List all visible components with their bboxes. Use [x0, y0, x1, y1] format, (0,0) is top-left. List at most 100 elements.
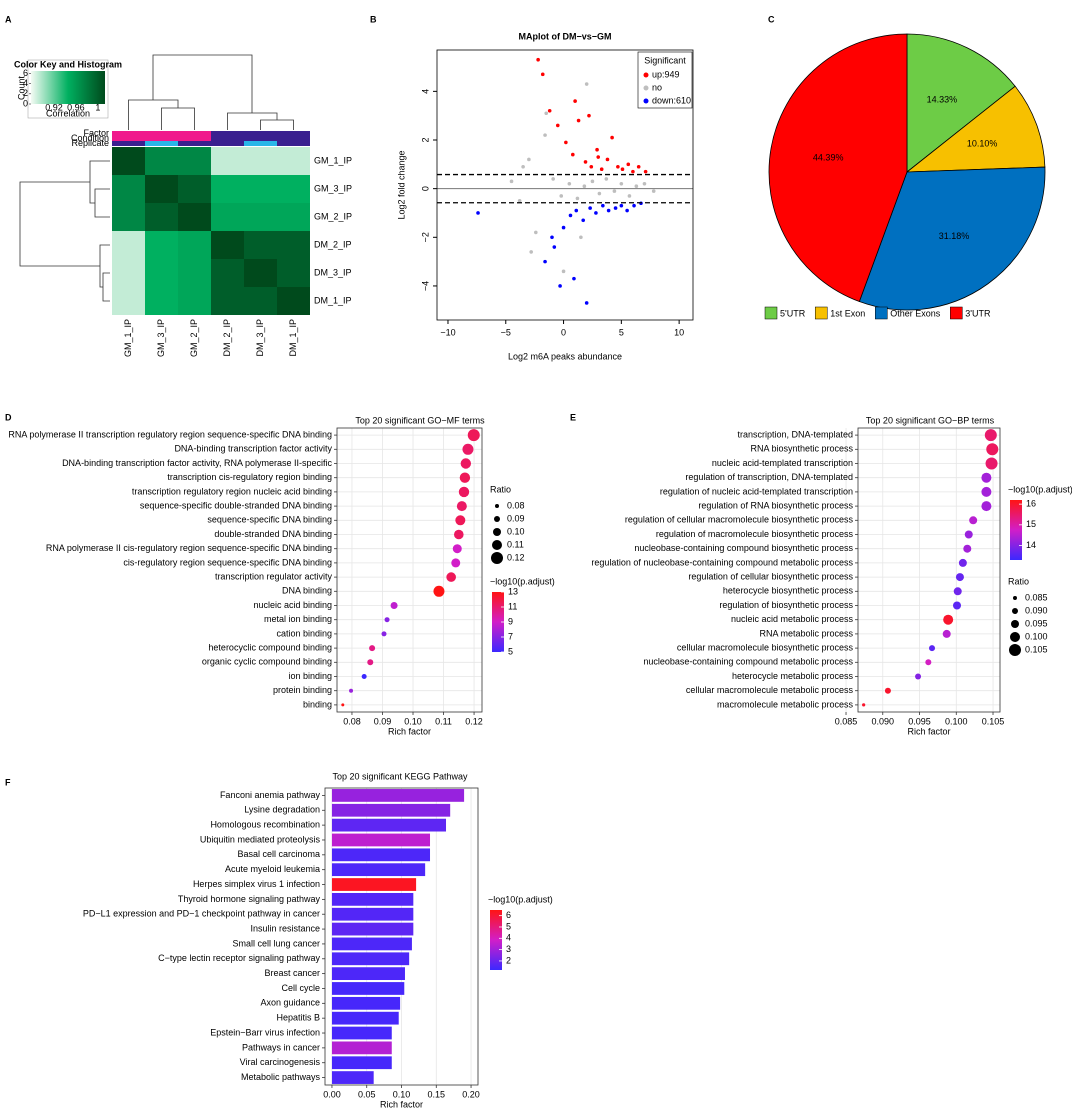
size-legend-dot: [493, 528, 501, 536]
dot: [964, 530, 973, 539]
category-label: Metabolic pathways: [241, 1072, 321, 1082]
point: [544, 111, 549, 116]
heatmap-cell: [145, 231, 178, 259]
sidebar-cell: [178, 131, 211, 136]
key-x-label: Correlation: [46, 108, 90, 118]
size-legend-label: 0.11: [507, 539, 524, 549]
legend-swatch: [643, 72, 649, 78]
point: [599, 167, 604, 171]
color-legend-label: 7: [508, 631, 513, 641]
key-x-tick-label: 1: [95, 102, 100, 112]
bar: [331, 1026, 392, 1040]
category-label: RNA polymerase II cis-regulatory region …: [46, 543, 332, 553]
category-label: Cell cycle: [281, 983, 320, 993]
key-gradient: [31, 71, 105, 104]
panel-letter: C: [768, 14, 775, 24]
point: [543, 133, 547, 137]
point: [627, 194, 632, 198]
key-frame: [27, 59, 109, 119]
legend-swatch: [950, 306, 963, 320]
heatmap-cell: [211, 203, 244, 231]
heatmap-cell: [277, 203, 310, 231]
chart-title: MAplot of DM−vs−GM: [518, 31, 611, 41]
dot: [925, 659, 932, 666]
size-legend-dot: [491, 552, 503, 564]
column-label: GM_3_IP: [156, 319, 166, 357]
category-label: regulation of RNA biosynthetic process: [698, 500, 853, 510]
bar: [331, 907, 414, 921]
category-label: nucleobase-containing compound metabolic…: [643, 657, 853, 667]
legend-label: no: [652, 82, 662, 92]
bar: [331, 952, 410, 966]
category-label: cis-regulatory region sequence-specific …: [123, 557, 332, 567]
column-dendrogram: [128, 54, 294, 130]
dot: [969, 516, 978, 525]
heatmap-cell: [145, 287, 178, 315]
size-legend-dot: [1010, 632, 1020, 642]
row-label: GM_2_IP: [314, 211, 352, 221]
point: [552, 245, 557, 249]
category-label: Thyroid hormone signaling pathway: [178, 894, 321, 904]
category-label: transcription, DNA-templated: [737, 429, 853, 439]
heatmap-cell: [277, 175, 310, 203]
bar: [331, 1041, 392, 1055]
category-label: regulation of nucleic acid-templated tra…: [660, 486, 853, 496]
size-legend-label: 0.09: [507, 513, 525, 523]
category-label: heterocycle metabolic process: [732, 671, 854, 681]
size-legend-label: 0.12: [507, 552, 525, 562]
category-label: metal ion binding: [264, 614, 332, 624]
bar: [331, 982, 405, 995]
point: [587, 113, 591, 118]
panel-letter: E: [570, 412, 576, 422]
dot: [460, 458, 472, 469]
x-tick-label: 0.12: [465, 716, 483, 726]
point: [572, 276, 576, 281]
category-label: nucleic acid metabolic process: [731, 614, 854, 624]
heatmap-cell: [112, 203, 145, 231]
category-label: ion binding: [288, 671, 332, 681]
category-label: heterocyclic compound binding: [208, 642, 332, 652]
size-legend-dot: [1012, 608, 1018, 614]
sidebar-cell: [211, 136, 244, 141]
size-legend-label: 0.10: [507, 526, 525, 536]
y-tick-label: −4: [420, 281, 430, 291]
heatmap-cell: [178, 203, 211, 231]
y-tick-label: 0: [420, 186, 430, 191]
point: [642, 181, 647, 186]
dot: [985, 457, 998, 470]
point: [604, 177, 609, 181]
key-title: Color Key and Histogram: [14, 59, 122, 69]
point: [529, 250, 533, 254]
legend-swatch: [764, 306, 778, 320]
dot: [958, 558, 967, 567]
point: [619, 181, 624, 186]
panel-letter: F: [5, 777, 11, 787]
bar: [331, 803, 451, 817]
bar: [331, 833, 431, 847]
point: [521, 164, 525, 169]
point: [555, 123, 560, 128]
sidebar-cell: [178, 136, 211, 141]
category-label: regulation of transcription, DNA-templat…: [685, 472, 853, 482]
point: [583, 160, 588, 164]
x-tick-label: 0.15: [428, 1089, 446, 1099]
panel-letter: A: [5, 14, 12, 24]
dot: [451, 558, 461, 568]
category-label: sequence-specific DNA binding: [207, 515, 332, 525]
category-label: protein binding: [273, 685, 332, 695]
point: [589, 164, 594, 169]
color-legend-label: 4: [506, 933, 511, 943]
point: [631, 169, 635, 174]
category-label: PD−L1 expression and PD−1 checkpoint pat…: [83, 909, 320, 919]
x-tick-label: 0.11: [435, 716, 452, 726]
key-y-tick-label: 2: [23, 88, 28, 98]
category-label: transcription cis-regulatory region bind…: [167, 472, 332, 482]
sidebar-cell: [277, 141, 310, 146]
size-legend-label: 0.100: [1025, 631, 1048, 641]
size-legend-dot: [492, 540, 502, 550]
heatmap-cell: [211, 259, 244, 287]
color-legend-bar: [490, 910, 502, 970]
category-label: Acute myeloid leukemia: [225, 864, 320, 874]
category-label: transcription regulatory region nucleic …: [132, 486, 332, 496]
